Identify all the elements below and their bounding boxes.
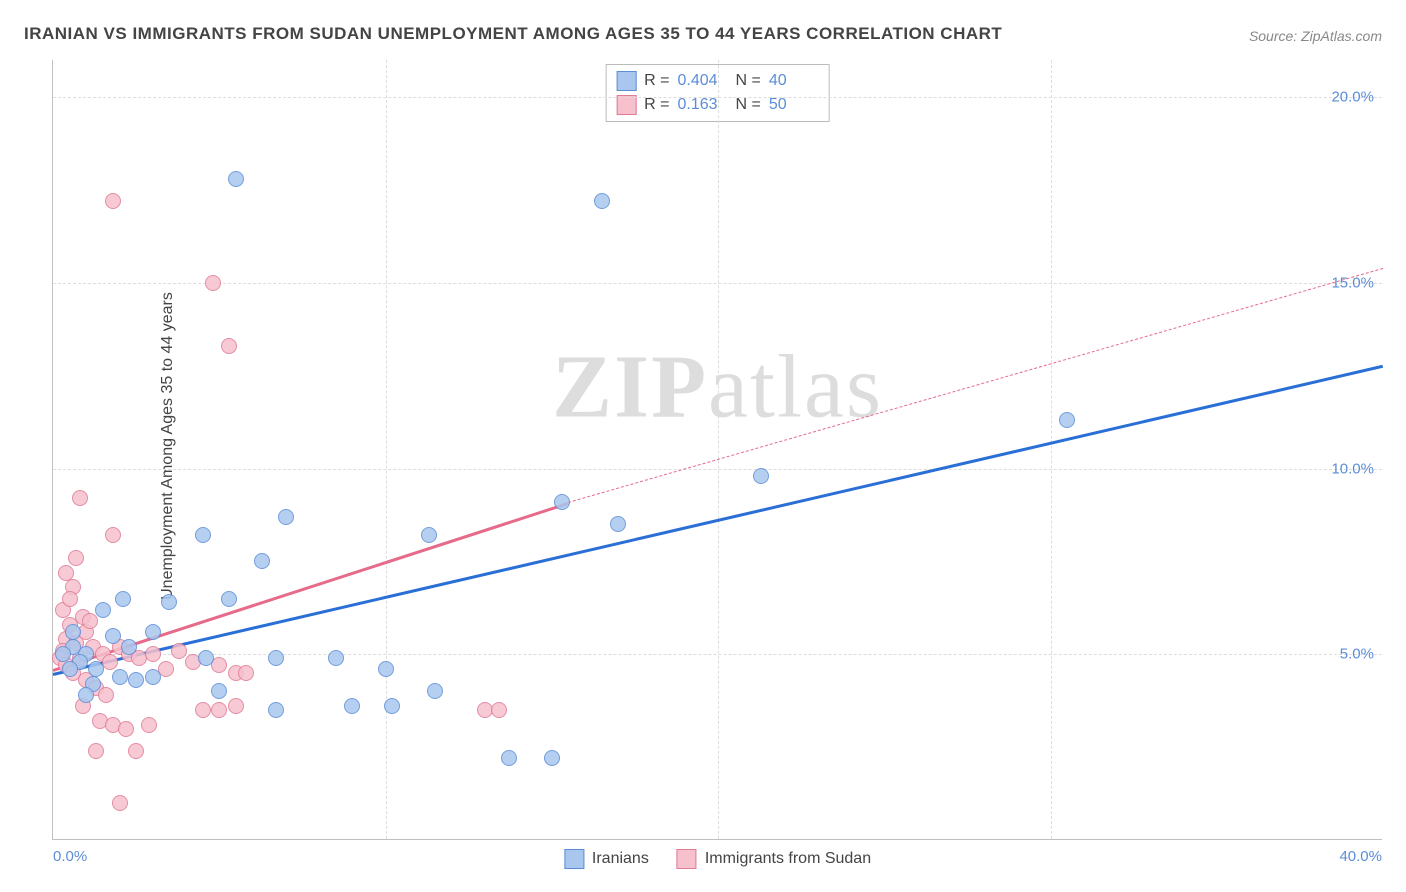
legend-series-box: Iranians Immigrants from Sudan bbox=[564, 849, 871, 869]
data-point-series2 bbox=[112, 795, 128, 811]
data-point-series1 bbox=[65, 624, 81, 640]
r-value-series1: 0.404 bbox=[678, 72, 728, 90]
source-attribution: Source: ZipAtlas.com bbox=[1249, 28, 1382, 44]
data-point-series1 bbox=[378, 661, 394, 677]
y-tick-label: 5.0% bbox=[1340, 646, 1374, 663]
r-value-series2: 0.163 bbox=[678, 96, 728, 114]
data-point-series1 bbox=[501, 750, 517, 766]
data-point-series1 bbox=[88, 661, 104, 677]
data-point-series1 bbox=[55, 646, 71, 662]
data-point-series1 bbox=[594, 193, 610, 209]
data-point-series1 bbox=[278, 509, 294, 525]
data-point-series2 bbox=[105, 193, 121, 209]
data-point-series2 bbox=[88, 743, 104, 759]
data-point-series1 bbox=[544, 750, 560, 766]
data-point-series2 bbox=[58, 565, 74, 581]
data-point-series1 bbox=[254, 553, 270, 569]
data-point-series2 bbox=[68, 550, 84, 566]
data-point-series2 bbox=[82, 613, 98, 629]
data-point-series1 bbox=[753, 468, 769, 484]
r-label: R = bbox=[644, 96, 669, 114]
y-tick-label: 10.0% bbox=[1331, 460, 1374, 477]
data-point-series2 bbox=[171, 643, 187, 659]
watermark-prefix: ZIP bbox=[552, 338, 708, 437]
chart-area: ZIPatlas R = 0.404 N = 40 R = 0.163 N = … bbox=[52, 60, 1382, 840]
n-value-series1: 40 bbox=[769, 72, 819, 90]
data-point-series2 bbox=[118, 721, 134, 737]
data-point-series1 bbox=[105, 628, 121, 644]
data-point-series1 bbox=[121, 639, 137, 655]
data-point-series1 bbox=[198, 650, 214, 666]
n-value-series2: 50 bbox=[769, 96, 819, 114]
data-point-series2 bbox=[228, 698, 244, 714]
data-point-series2 bbox=[211, 702, 227, 718]
watermark-suffix: atlas bbox=[708, 338, 883, 437]
data-point-series1 bbox=[95, 602, 111, 618]
swatch-series1 bbox=[616, 71, 636, 91]
chart-title: IRANIAN VS IMMIGRANTS FROM SUDAN UNEMPLO… bbox=[24, 24, 1002, 44]
data-point-series1 bbox=[128, 672, 144, 688]
grid-line-vertical bbox=[386, 60, 387, 839]
data-point-series2 bbox=[62, 591, 78, 607]
y-tick-label: 20.0% bbox=[1331, 89, 1374, 106]
grid-line-vertical bbox=[1051, 60, 1052, 839]
data-point-series1 bbox=[328, 650, 344, 666]
data-point-series1 bbox=[115, 591, 131, 607]
data-point-series1 bbox=[62, 661, 78, 677]
data-point-series1 bbox=[228, 171, 244, 187]
data-point-series1 bbox=[268, 702, 284, 718]
data-point-series1 bbox=[268, 650, 284, 666]
data-point-series1 bbox=[421, 527, 437, 543]
data-point-series2 bbox=[145, 646, 161, 662]
data-point-series2 bbox=[128, 743, 144, 759]
data-point-series2 bbox=[98, 687, 114, 703]
x-tick-label: 0.0% bbox=[53, 848, 87, 865]
legend-label-series2: Immigrants from Sudan bbox=[705, 850, 871, 868]
data-point-series1 bbox=[221, 591, 237, 607]
data-point-series1 bbox=[161, 594, 177, 610]
data-point-series2 bbox=[195, 702, 211, 718]
r-label: R = bbox=[644, 72, 669, 90]
n-label: N = bbox=[736, 96, 761, 114]
data-point-series1 bbox=[554, 494, 570, 510]
data-point-series2 bbox=[205, 275, 221, 291]
data-point-series2 bbox=[141, 717, 157, 733]
legend-item-series2: Immigrants from Sudan bbox=[677, 849, 871, 869]
n-label: N = bbox=[736, 72, 761, 90]
data-point-series2 bbox=[491, 702, 507, 718]
swatch-series1 bbox=[564, 849, 584, 869]
swatch-series2 bbox=[677, 849, 697, 869]
data-point-series1 bbox=[211, 683, 227, 699]
x-tick-label: 40.0% bbox=[1339, 848, 1382, 865]
data-point-series1 bbox=[1059, 412, 1075, 428]
data-point-series1 bbox=[145, 624, 161, 640]
data-point-series1 bbox=[384, 698, 400, 714]
data-point-series1 bbox=[610, 516, 626, 532]
legend-label-series1: Iranians bbox=[592, 850, 649, 868]
data-point-series1 bbox=[145, 669, 161, 685]
data-point-series1 bbox=[195, 527, 211, 543]
data-point-series2 bbox=[72, 490, 88, 506]
data-point-series2 bbox=[238, 665, 254, 681]
grid-line-vertical bbox=[718, 60, 719, 839]
data-point-series1 bbox=[427, 683, 443, 699]
data-point-series1 bbox=[112, 669, 128, 685]
legend-item-series1: Iranians bbox=[564, 849, 649, 869]
data-point-series2 bbox=[105, 527, 121, 543]
data-point-series1 bbox=[78, 687, 94, 703]
data-point-series1 bbox=[344, 698, 360, 714]
data-point-series2 bbox=[221, 338, 237, 354]
